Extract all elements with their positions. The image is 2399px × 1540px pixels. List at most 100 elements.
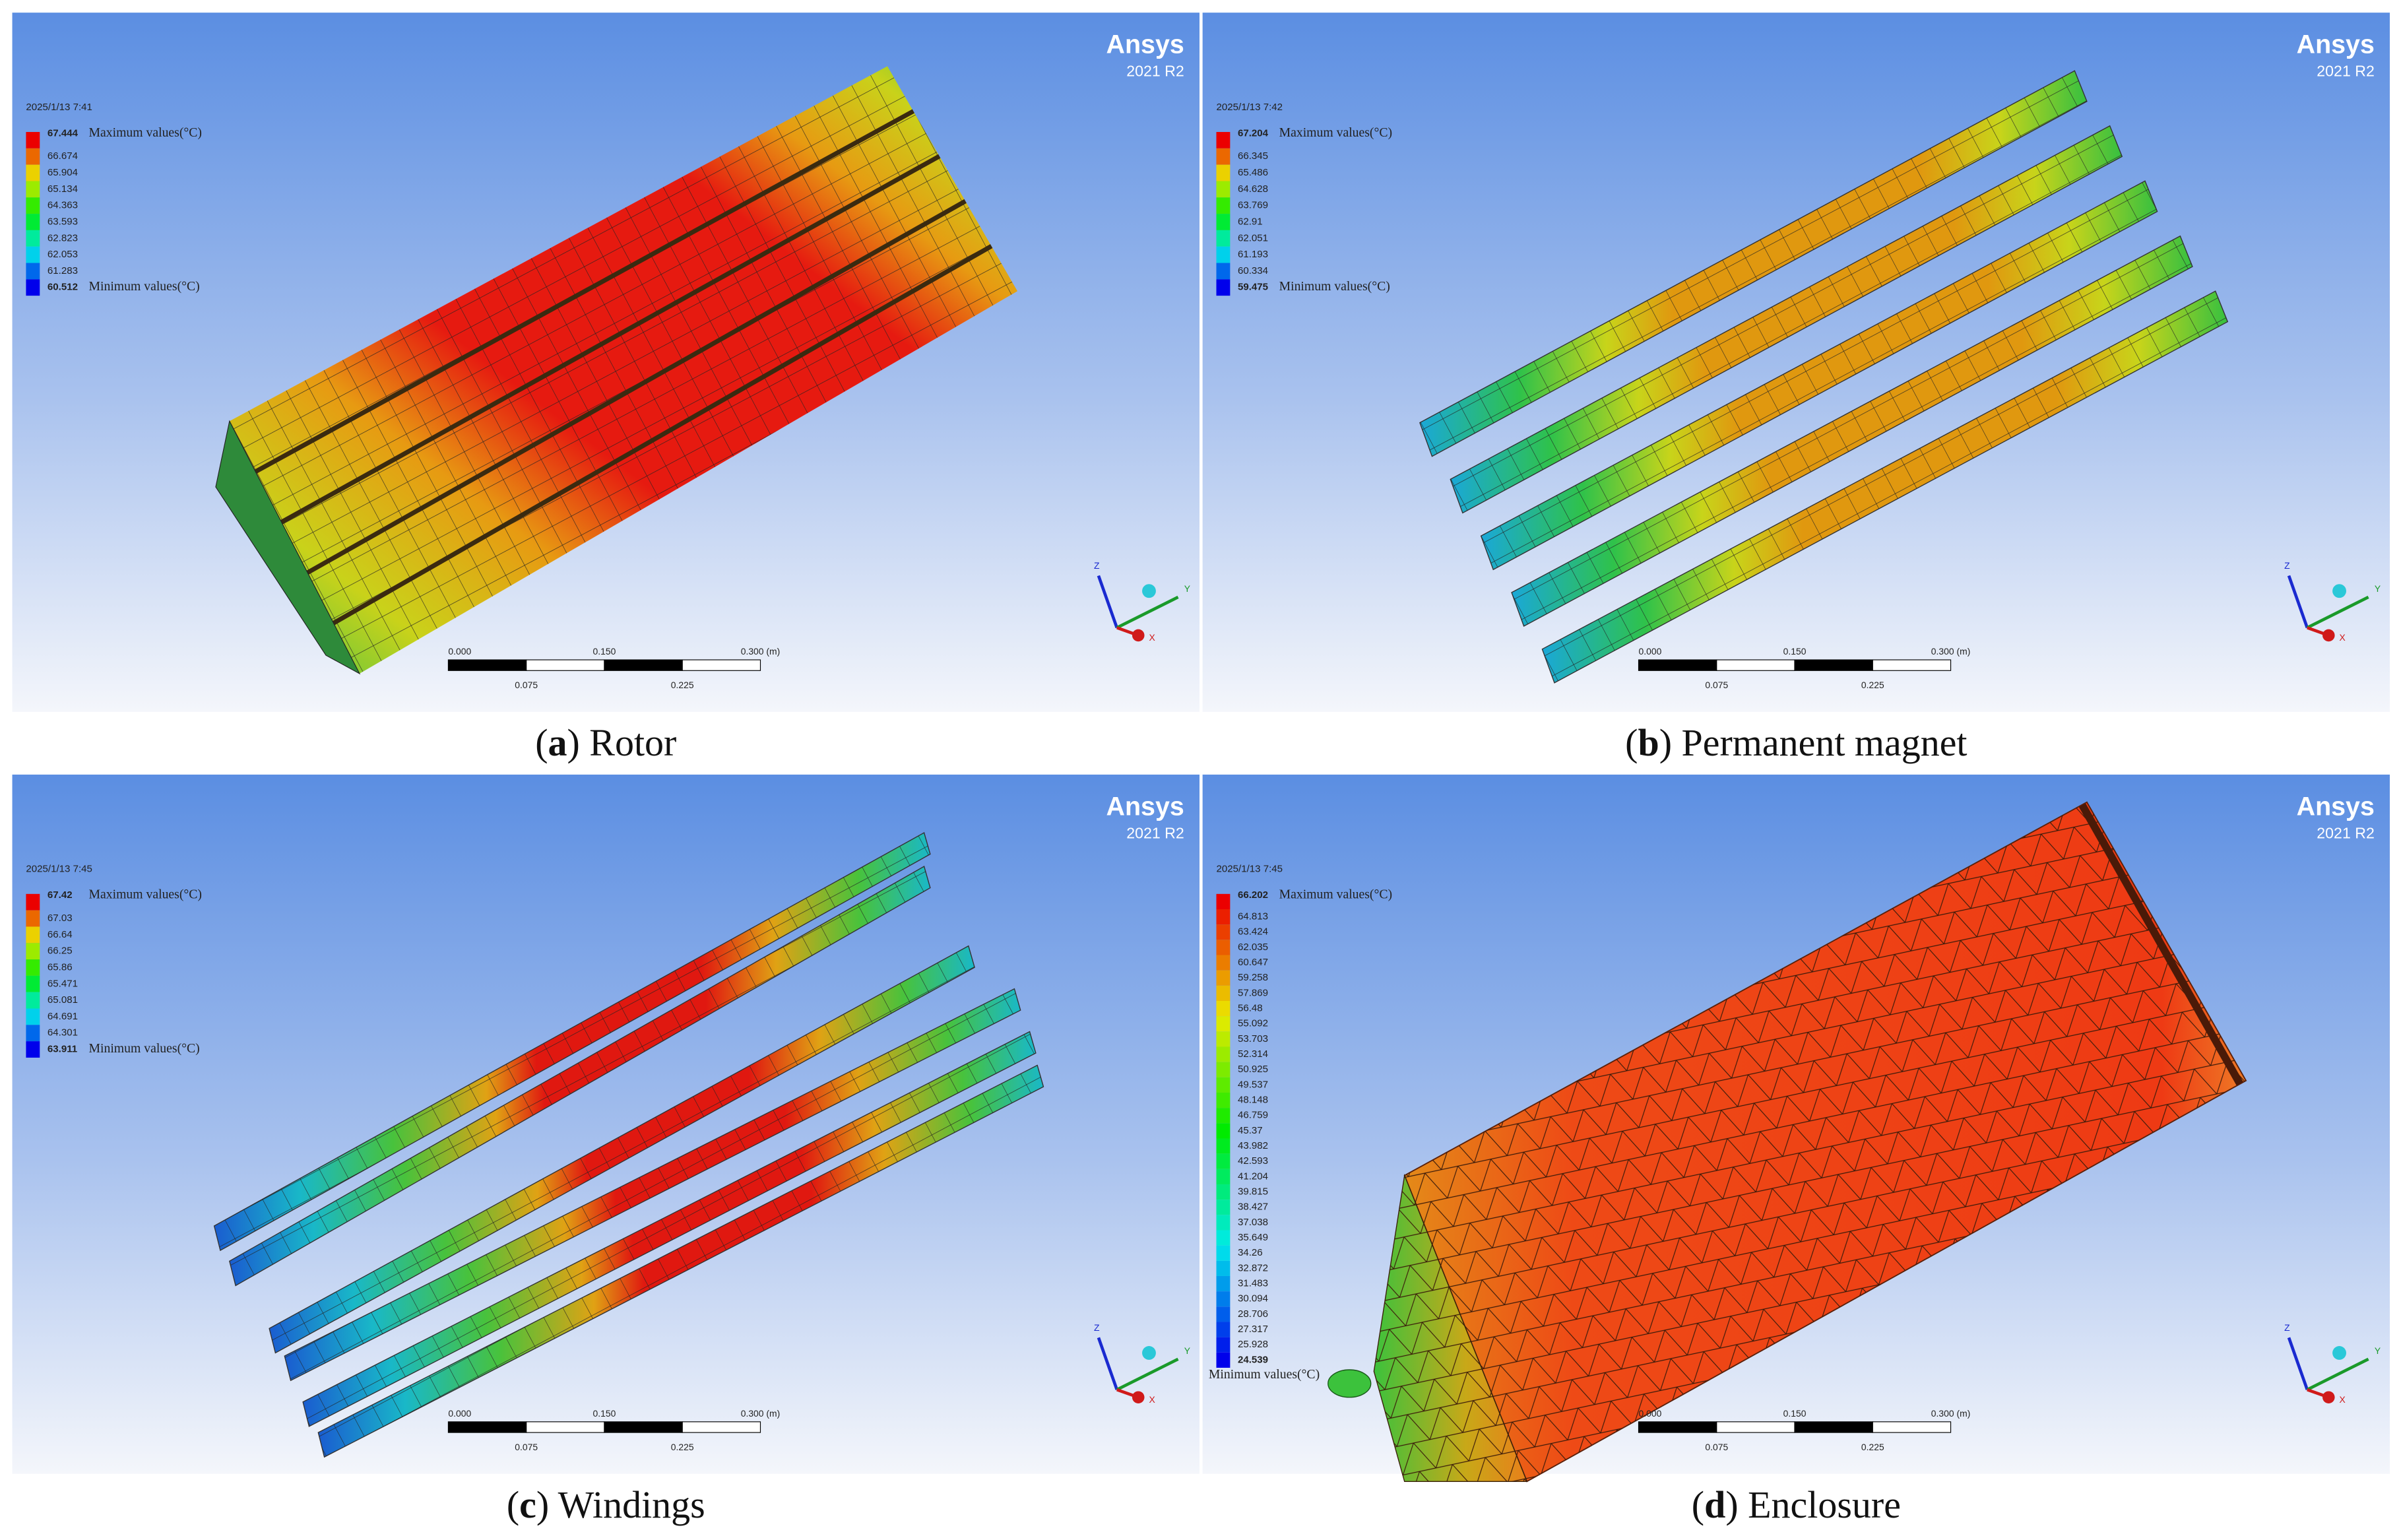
legend-label: 67.444 xyxy=(48,127,79,139)
legend-label: 61.283 xyxy=(48,265,78,276)
legend-label: 55.092 xyxy=(1238,1018,1268,1029)
scale-bar-label: 0.225 xyxy=(671,680,694,690)
legend-swatch xyxy=(1216,1260,1231,1276)
legend-swatch xyxy=(1216,164,1231,181)
legend-label: 49.537 xyxy=(1238,1079,1268,1090)
legend-label: 64.691 xyxy=(48,1011,78,1022)
scale-bar-label: 0.075 xyxy=(1705,1442,1728,1452)
legend-swatch xyxy=(26,214,40,230)
legend-swatch xyxy=(1216,1046,1231,1062)
axis-iso-ball xyxy=(2332,1346,2346,1360)
legend-swatch xyxy=(26,1008,40,1025)
legend-swatch xyxy=(1216,1153,1231,1169)
legend-swatch xyxy=(26,263,40,280)
rotor-slot xyxy=(306,199,967,575)
legend-max-label: Maximum values(°C) xyxy=(1279,887,1392,902)
legend-label: 56.48 xyxy=(1238,1003,1263,1014)
legend-swatch xyxy=(1216,1138,1231,1154)
legend-swatch xyxy=(26,279,40,296)
scale-bar-label: 0.075 xyxy=(515,680,538,690)
legend-label: 42.593 xyxy=(1238,1155,1268,1167)
magnet-mesh xyxy=(1481,181,2158,570)
brand: Ansys xyxy=(2297,792,2375,821)
enclosure-mesh xyxy=(1404,802,2247,1482)
legend-swatch xyxy=(1216,148,1231,165)
legend-label: 64.301 xyxy=(48,1027,78,1039)
scale-bar-label: 0.225 xyxy=(1861,1442,1884,1452)
axis-y xyxy=(2306,595,2369,629)
legend-label: 66.674 xyxy=(48,150,78,162)
viewport-background xyxy=(12,774,1200,1474)
caption-part: ( xyxy=(507,1483,519,1526)
legend-swatch xyxy=(26,164,40,181)
legend-swatch xyxy=(1216,230,1231,247)
timestamp: 2025/1/13 7:45 xyxy=(26,864,92,875)
caption: (b) Permanent magnet xyxy=(1625,722,1967,765)
legend-swatch xyxy=(1216,1169,1231,1184)
legend-swatch xyxy=(26,1025,40,1042)
viewport-background xyxy=(1202,13,2390,712)
caption-part: b xyxy=(1638,722,1659,765)
caption-part: ) Permanent magnet xyxy=(1659,722,1967,765)
scale-bar-label: 0.300 (m) xyxy=(1931,646,1971,657)
caption-part: ) Windings xyxy=(536,1483,705,1526)
version: 2021 R2 xyxy=(1126,63,1184,80)
winding-mesh xyxy=(214,833,930,1251)
legend-swatch xyxy=(1216,279,1231,296)
axis-z xyxy=(2287,1337,2309,1390)
legend-swatch xyxy=(26,181,40,198)
legend-label: 59.258 xyxy=(1238,972,1268,983)
legend-min-label: Minimum values(°C) xyxy=(88,279,199,294)
legend-swatch xyxy=(1216,1275,1231,1292)
legend-swatch xyxy=(1216,1016,1231,1032)
legend-label: 28.706 xyxy=(1238,1308,1268,1320)
legend-label: 65.134 xyxy=(48,183,78,195)
legend-label: 24.539 xyxy=(1238,1354,1268,1365)
axis-z xyxy=(2287,575,2309,629)
legend-label: 27.317 xyxy=(1238,1324,1268,1335)
legend-label: 64.628 xyxy=(1238,183,1268,195)
caption-part: c xyxy=(519,1483,536,1526)
legend-swatch xyxy=(1216,246,1231,263)
legend-label: 65.86 xyxy=(48,961,73,973)
legend-swatch xyxy=(1216,1000,1231,1017)
scale-bar-label: 0.075 xyxy=(515,1442,538,1452)
scale-bar-segment xyxy=(1794,1421,1873,1433)
scale-bar-segment xyxy=(447,1421,527,1433)
legend-swatch xyxy=(1216,1291,1231,1307)
legend-swatch xyxy=(1216,197,1231,214)
legend-swatch xyxy=(26,148,40,165)
legend-swatch xyxy=(1216,909,1231,925)
caption-part: ) Enclosure xyxy=(1725,1483,1901,1526)
axis-label: X xyxy=(2340,632,2346,643)
legend-swatch xyxy=(1216,1230,1231,1246)
scale-bar-label: 0.225 xyxy=(671,1442,694,1452)
legend-min-label: Minimum values(°C) xyxy=(1209,1367,1320,1382)
axis-label: Z xyxy=(1094,1322,1100,1333)
legend-swatch xyxy=(26,893,40,911)
legend-min-label: Minimum values(°C) xyxy=(88,1041,199,1056)
legend-min-label: Minimum values(°C) xyxy=(1279,279,1390,294)
axis-y xyxy=(1116,595,1179,629)
axis-z xyxy=(1097,575,1118,629)
winding-mesh xyxy=(318,1065,1044,1458)
axis-x-head xyxy=(1132,1391,1145,1404)
scale-bar-segment xyxy=(682,1421,761,1433)
legend-swatch xyxy=(1216,924,1231,940)
legend-max-label: Maximum values(°C) xyxy=(1279,125,1392,140)
legend-swatch xyxy=(1216,1306,1231,1322)
scale-bar-label: 0.300 (m) xyxy=(741,1408,781,1419)
winding-mesh xyxy=(269,946,975,1353)
legend-label: 60.647 xyxy=(1238,957,1268,968)
legend-label: 30.094 xyxy=(1238,1293,1268,1304)
axis-label: Y xyxy=(1184,583,1190,594)
scale-bar-label: 0.000 xyxy=(1639,1408,1662,1419)
legend-label: 67.204 xyxy=(1238,127,1269,139)
legend-swatch xyxy=(1216,181,1231,198)
legend-label: 63.911 xyxy=(48,1044,77,1055)
legend-label: 66.25 xyxy=(48,946,73,957)
legend-swatch xyxy=(1216,955,1231,971)
legend-label: 66.64 xyxy=(48,929,73,940)
legend-label: 45.37 xyxy=(1238,1125,1263,1136)
